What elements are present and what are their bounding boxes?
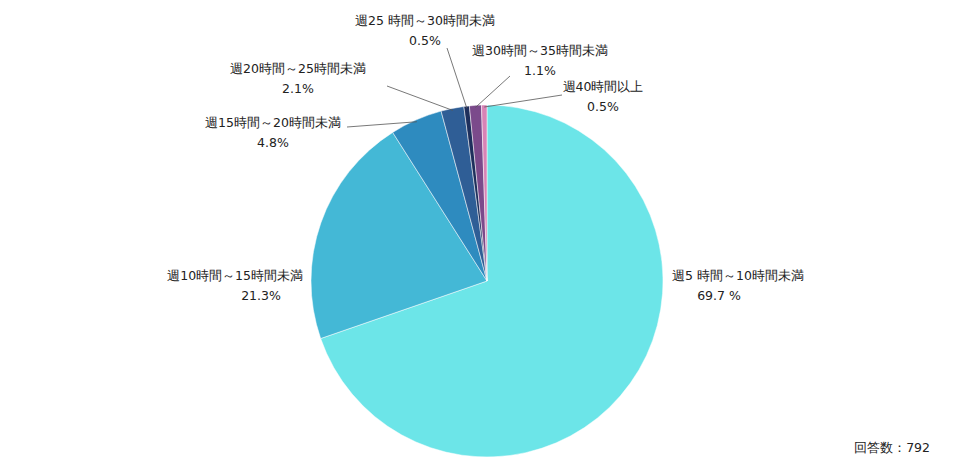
slices	[311, 105, 663, 457]
slice-label: 週5 時間～10時間未満	[672, 268, 804, 283]
chart: 週5 時間～10時間未満 69.7 % 週10時間～15時間未満 21.3% 週15時間…	[0, 0, 976, 459]
annotation: 回答数：792	[854, 440, 930, 455]
data-label: 69.7 %	[697, 288, 741, 303]
pie-slice	[469, 105, 487, 281]
leader-line	[447, 48, 467, 108]
pie-slice	[464, 106, 487, 281]
data-label: 21.3%	[241, 288, 281, 303]
labels: 週5 時間～10時間未満 69.7 % 週10時間～15時間未満 21.3% 週15時間…	[167, 13, 804, 303]
leader-line	[347, 122, 417, 127]
data-label: 4.8%	[257, 135, 289, 150]
slice-label: 週25 時間～30時間未満	[355, 13, 495, 28]
slice-label: 週10時間～15時間未満	[167, 268, 303, 283]
data-label: 1.1%	[524, 63, 556, 78]
slice-label: 週40時間以上	[563, 79, 644, 94]
leader-line	[484, 95, 562, 107]
data-label: 0.5%	[409, 33, 441, 48]
data-label: 0.5%	[587, 99, 619, 114]
leader-line	[476, 76, 510, 107]
slice-label: 週20時間～25時間未満	[230, 61, 366, 76]
data-label: 2.1%	[282, 81, 314, 96]
leader-line	[387, 86, 453, 110]
slice-label: 週30時間～35時間未満	[472, 43, 608, 58]
slice-label: 週15時間～20時間未満	[205, 115, 341, 130]
pie-slice	[481, 105, 487, 281]
